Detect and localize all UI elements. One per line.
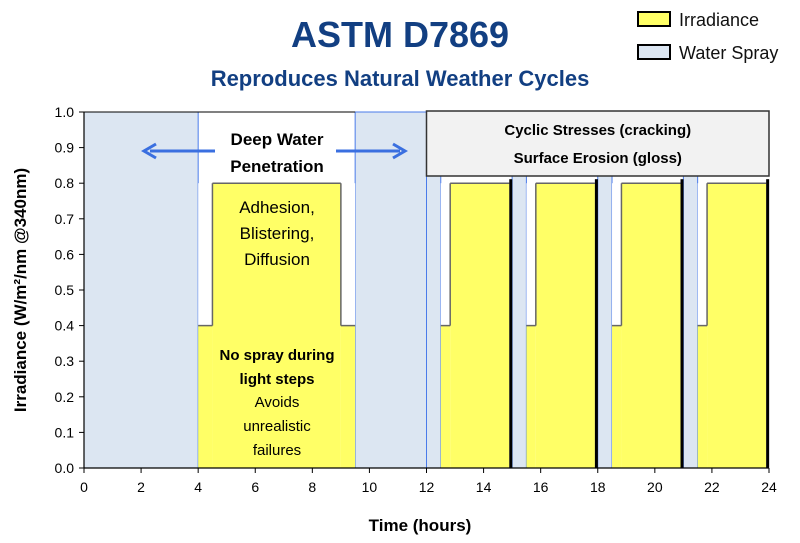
dark-period-bar [766, 179, 770, 468]
right-arrow-icon [392, 142, 408, 160]
x-tick-label: 4 [194, 479, 202, 495]
x-tick-label: 14 [476, 479, 492, 495]
x-tick-label: 22 [704, 479, 720, 495]
legend: Irradiance Water Spray [637, 10, 778, 63]
deep-water-annotation-line: Penetration [230, 157, 324, 176]
x-tick-label: 2 [137, 479, 145, 495]
y-tick-label: 0.5 [55, 282, 75, 298]
x-tick-label: 18 [590, 479, 606, 495]
adhesion-annotation-line: Blistering, [240, 224, 315, 243]
dark-period-bar [509, 179, 513, 468]
x-tick-label: 6 [251, 479, 259, 495]
avoids-annotation-line: Avoids [255, 394, 300, 411]
adhesion-annotation-line: Diffusion [244, 250, 310, 269]
x-tick-label: 8 [308, 479, 316, 495]
x-axis-label: Time (hours) [369, 516, 472, 535]
irradiance-bar [440, 325, 451, 468]
chart-title: ASTM D7869 [291, 14, 509, 55]
irradiance-bar [212, 183, 341, 468]
water-spray-bar [83, 111, 199, 469]
chart-subtitle: Reproduces Natural Weather Cycles [211, 66, 590, 91]
irradiance-bar [526, 325, 536, 468]
irradiance-gap [340, 183, 356, 326]
irradiance-bar [621, 183, 681, 468]
cyclic-stresses-box [425, 110, 770, 177]
deep-water-annotation-line: Deep Water [231, 130, 324, 149]
no-spray-annotation-line: light steps [239, 371, 314, 388]
irradiance-bar [340, 325, 356, 468]
irradiance-bar [198, 325, 213, 468]
y-tick-label: 0.3 [55, 353, 75, 369]
water-spray-bar [354, 111, 428, 469]
legend-swatch-irradiance [637, 11, 671, 27]
irradiance-gap [526, 183, 536, 326]
x-tick-label: 0 [80, 479, 88, 495]
irradiance-gap [198, 183, 213, 326]
irradiance-gap [612, 183, 622, 326]
y-tick-label: 0.4 [55, 318, 75, 334]
irradiance-bar [707, 183, 767, 468]
y-tick-label: 0.7 [55, 211, 75, 227]
y-axis-label: Irradiance (W/m²/nm @340nm) [11, 168, 30, 412]
irradiance-gap [440, 183, 451, 326]
no-spray-annotation-line: No spray during [219, 347, 334, 364]
x-tick-label: 16 [533, 479, 549, 495]
x-tick-label: 24 [761, 479, 777, 495]
irradiance-bar [450, 183, 510, 468]
avoids-annotation-line: failures [253, 442, 301, 459]
cyclic-annotation-line: Cyclic Stresses (cracking) [504, 122, 691, 139]
legend-label-irradiance: Irradiance [679, 10, 759, 30]
irradiance-gap [697, 183, 708, 326]
irradiance-bar [535, 183, 595, 468]
legend-swatch-water-spray [637, 44, 671, 60]
y-tick-label: 0.6 [55, 246, 75, 262]
avoids-annotation-line: unrealistic [243, 418, 311, 435]
dark-period-bar [594, 179, 598, 468]
x-tick-label: 12 [419, 479, 435, 495]
y-tick-label: 0.8 [55, 175, 75, 191]
x-tick-label: 20 [647, 479, 663, 495]
y-tick-label: 0.1 [55, 424, 75, 440]
x-tick-label: 10 [362, 479, 378, 495]
y-tick-label: 1.0 [55, 104, 75, 120]
y-tick-label: 0.0 [55, 460, 75, 476]
y-tick-label: 0.2 [55, 389, 75, 405]
irradiance-bar [697, 325, 708, 468]
adhesion-annotation-line: Adhesion, [239, 198, 315, 217]
legend-label-water-spray: Water Spray [679, 43, 778, 63]
cyclic-annotation-line: Surface Erosion (gloss) [514, 150, 682, 167]
dark-period-bar [680, 179, 684, 468]
left-arrow-icon [141, 142, 157, 160]
y-tick-label: 0.9 [55, 140, 75, 156]
irradiance-bar [612, 325, 622, 468]
